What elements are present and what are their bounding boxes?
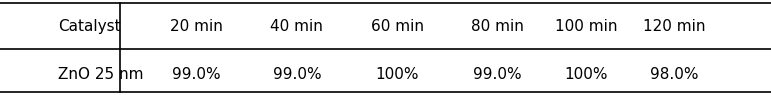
- Text: 80 min: 80 min: [471, 19, 524, 34]
- Text: 60 min: 60 min: [371, 19, 423, 34]
- Text: 98.0%: 98.0%: [651, 67, 699, 82]
- Text: 20 min: 20 min: [170, 19, 223, 34]
- Text: 100%: 100%: [564, 67, 608, 82]
- Text: ZnO 25 nm: ZnO 25 nm: [58, 67, 143, 82]
- Text: Catalyst: Catalyst: [58, 19, 120, 34]
- Text: 100 min: 100 min: [554, 19, 618, 34]
- Text: 100%: 100%: [375, 67, 419, 82]
- Text: 99.0%: 99.0%: [172, 67, 221, 82]
- Text: 99.0%: 99.0%: [473, 67, 522, 82]
- Text: 120 min: 120 min: [643, 19, 706, 34]
- Text: 99.0%: 99.0%: [272, 67, 322, 82]
- Text: 40 min: 40 min: [271, 19, 323, 34]
